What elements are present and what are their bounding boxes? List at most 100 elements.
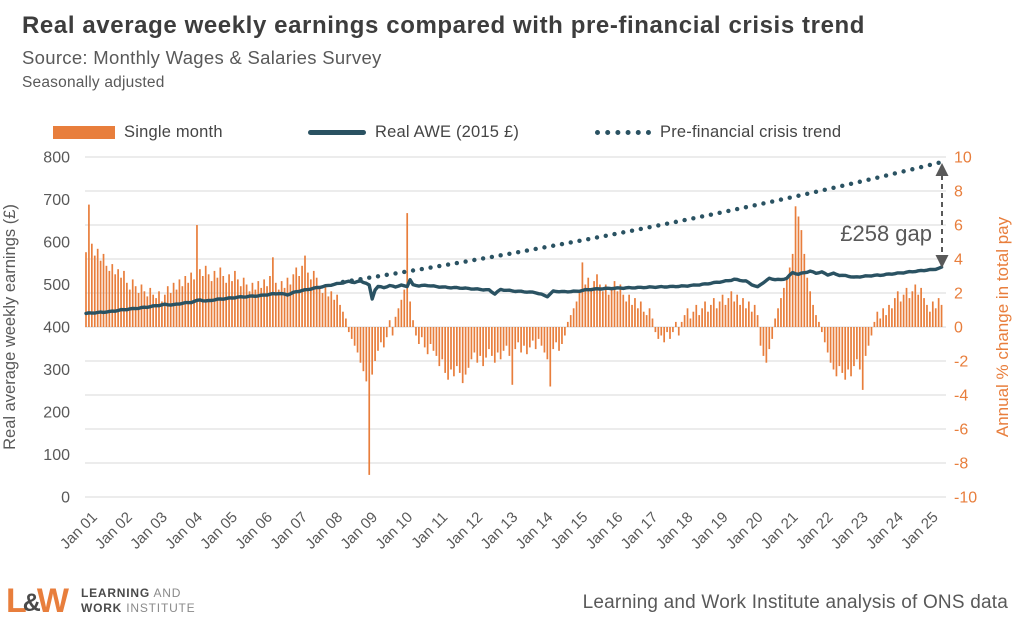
x-tick-label: Jan 12 <box>442 509 486 553</box>
bar <box>566 321 569 327</box>
bar <box>590 287 593 327</box>
bar <box>93 255 96 327</box>
bar <box>339 304 341 327</box>
bar <box>204 265 207 327</box>
trend-dot <box>454 260 460 266</box>
bar <box>403 289 406 327</box>
bar <box>835 327 838 377</box>
bar <box>219 267 222 327</box>
page-title: Real average weekly earnings compared wi… <box>22 12 866 39</box>
bar <box>385 327 388 338</box>
trend-dot <box>410 268 416 273</box>
bar <box>765 327 768 363</box>
adjustment-note: Seasonally adjusted <box>22 74 165 91</box>
trend-dot <box>393 271 398 276</box>
trend-dot <box>621 230 626 235</box>
trend-dot <box>542 245 547 250</box>
bar <box>312 270 315 327</box>
trend-dot <box>901 169 906 174</box>
bar <box>639 301 642 327</box>
bar <box>911 291 914 327</box>
lw-logo-mark: L & W <box>6 582 69 620</box>
bar <box>637 308 639 327</box>
bar <box>584 284 587 327</box>
bar <box>858 327 861 370</box>
bar <box>917 294 920 327</box>
bar <box>815 315 817 327</box>
bar <box>657 327 660 339</box>
x-tick-label: Jan 05 <box>197 509 241 553</box>
bar <box>257 281 260 327</box>
x-tick-label: Jan 21 <box>758 509 802 553</box>
bar <box>479 327 482 356</box>
trend-dot <box>629 228 635 233</box>
bar <box>756 315 759 327</box>
bar <box>353 327 356 346</box>
legend-item-real-awe: Real AWE (2015 £) <box>308 118 519 146</box>
bar <box>470 327 473 360</box>
bar <box>420 327 423 338</box>
right-tick-label: -10 <box>954 490 977 507</box>
bar <box>809 291 812 327</box>
legend-item-single-month: Single month <box>53 118 223 146</box>
bar <box>143 291 146 327</box>
bar <box>251 282 254 327</box>
trend-dot <box>437 263 442 269</box>
bar <box>368 327 371 475</box>
bar <box>254 289 257 327</box>
x-tick-label: Jan 10 <box>372 509 416 553</box>
bar <box>908 298 911 327</box>
bar <box>914 284 917 327</box>
legend-label-real-awe: Real AWE (2015 £) <box>375 122 520 141</box>
bar <box>330 291 333 327</box>
bar <box>619 284 622 327</box>
bar <box>701 308 703 327</box>
right-axis: 10 8 6 4 2 0 -2 -4 -6 -8 -10 Annual % change in tot… <box>954 150 1012 507</box>
bar <box>876 311 879 327</box>
bar <box>829 327 832 363</box>
bar <box>161 301 163 327</box>
bar <box>750 311 753 327</box>
bar <box>397 308 400 327</box>
bar <box>450 327 452 370</box>
x-tick-label: Jan 22 <box>793 509 837 553</box>
left-tick-label: 700 <box>43 192 70 209</box>
bar <box>520 327 522 353</box>
bar <box>549 327 552 387</box>
bar <box>228 274 230 327</box>
credit-text: Learning and Work Institute analysis of … <box>582 592 1008 613</box>
bar <box>838 327 841 367</box>
bar <box>736 294 739 327</box>
trend-dot <box>577 238 582 244</box>
bar <box>596 274 598 327</box>
bar <box>166 286 169 327</box>
bar <box>400 299 403 327</box>
bar <box>117 269 119 327</box>
bar <box>146 296 149 327</box>
trend-dots <box>340 160 941 285</box>
bar <box>669 327 671 339</box>
bar <box>377 327 379 351</box>
bar <box>896 291 899 327</box>
bar <box>152 294 155 327</box>
bar <box>458 327 461 373</box>
bar <box>762 327 765 356</box>
bar <box>856 327 858 360</box>
bar <box>409 301 411 327</box>
bar <box>672 327 674 333</box>
bar <box>196 225 198 327</box>
x-tick-label: Jan 01 <box>57 509 101 553</box>
bar <box>280 281 283 327</box>
right-tick-label: 8 <box>954 184 963 201</box>
lw-logo: L & W LEARNING AND WORK INSTITUTE <box>6 582 195 620</box>
bar <box>934 308 937 327</box>
bar <box>511 327 514 385</box>
bar <box>333 299 336 327</box>
bar <box>423 327 426 348</box>
bar <box>727 298 730 327</box>
bar <box>806 277 809 327</box>
bar <box>742 298 744 327</box>
bar <box>747 301 750 327</box>
